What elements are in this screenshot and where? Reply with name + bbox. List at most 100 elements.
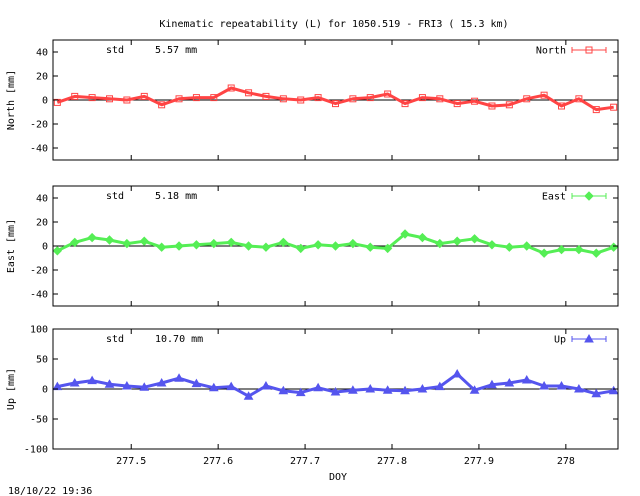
chart-title: Kinematic repeatability (L) for 1050.519… xyxy=(159,19,508,30)
y-tick-label: 0 xyxy=(42,242,48,253)
panel-north: -40 -20 0 20 40 North [mm] std 5.57 mm North xyxy=(6,39,619,161)
data-point xyxy=(558,102,565,110)
data-point xyxy=(539,248,549,258)
data-point xyxy=(610,103,618,111)
data-point xyxy=(348,385,358,394)
data-point xyxy=(245,89,253,97)
data-point xyxy=(122,380,132,390)
data-point xyxy=(106,95,113,103)
x-tick-label: 277.8 xyxy=(377,456,407,467)
data-point xyxy=(453,100,461,108)
data-point xyxy=(87,232,97,243)
y-axis-label: East [mm] xyxy=(6,219,17,273)
y-tick-label: -20 xyxy=(30,120,48,131)
data-point xyxy=(523,95,531,103)
y-tick-label: -20 xyxy=(30,266,48,277)
data-point xyxy=(175,95,183,103)
data-point xyxy=(209,238,219,249)
timestamp: 18/10/22 19:36 xyxy=(8,486,92,496)
data-point xyxy=(191,378,202,388)
data-point xyxy=(418,94,426,102)
data-point xyxy=(330,386,341,396)
data-point xyxy=(174,373,184,382)
x-tick-label: 278 xyxy=(557,456,575,467)
y-axis-label: North [mm] xyxy=(6,70,17,130)
data-point xyxy=(70,237,80,248)
data-point xyxy=(296,243,306,254)
data-point xyxy=(69,377,80,387)
data-point xyxy=(123,96,131,104)
data-point xyxy=(332,100,339,108)
series-line-north xyxy=(56,86,614,112)
data-point xyxy=(156,242,167,252)
data-point xyxy=(469,385,480,394)
data-point xyxy=(505,101,513,109)
data-point xyxy=(104,379,115,388)
data-point xyxy=(575,95,583,103)
x-tick-label: 277.7 xyxy=(290,456,320,467)
data-point xyxy=(330,241,341,251)
y-tick-label: -100 xyxy=(24,445,48,456)
y-tick-label: -50 xyxy=(30,415,48,426)
data-point xyxy=(349,95,357,103)
data-point xyxy=(297,96,305,104)
data-point xyxy=(314,94,322,102)
data-point xyxy=(158,101,166,109)
data-point xyxy=(226,237,236,248)
legend-label: East xyxy=(542,192,566,203)
std-label: std xyxy=(106,45,124,56)
data-point xyxy=(52,246,63,256)
data-point xyxy=(608,242,619,252)
data-point xyxy=(417,232,428,243)
data-point xyxy=(191,240,202,250)
data-point xyxy=(278,237,289,248)
data-point xyxy=(487,240,497,250)
data-point xyxy=(556,244,567,255)
std-value: 10.70 mm xyxy=(155,334,203,345)
panel-east: -40 -20 0 20 40 East [mm] std 5.18 mm East xyxy=(6,185,619,307)
data-point xyxy=(488,102,496,110)
data-point xyxy=(608,385,619,395)
data-point xyxy=(504,242,515,252)
data-point xyxy=(574,383,584,393)
y-tick-label: -40 xyxy=(30,144,48,155)
data-point xyxy=(104,235,115,245)
y-tick-label: 100 xyxy=(30,325,48,336)
data-point xyxy=(348,238,358,249)
data-point xyxy=(384,90,392,98)
x-axis-label: DOY xyxy=(329,472,347,483)
data-point xyxy=(382,385,393,394)
data-point xyxy=(540,91,548,99)
data-point xyxy=(556,380,567,390)
x-tick-label: 277.5 xyxy=(116,456,146,467)
data-point xyxy=(71,92,79,100)
data-point xyxy=(469,234,480,244)
data-point xyxy=(313,382,323,392)
legend-marker xyxy=(584,191,594,201)
data-point xyxy=(365,383,376,393)
data-point xyxy=(521,374,532,384)
y-tick-label: 40 xyxy=(36,194,48,205)
data-point xyxy=(243,241,254,251)
data-point xyxy=(278,385,289,395)
y-tick-label: 20 xyxy=(36,72,48,83)
data-point xyxy=(591,248,601,258)
panel-up: -100 -50 0 50 100 277.5 277.6 277.7 277.8 277.9 27… xyxy=(6,325,619,467)
data-point xyxy=(574,244,584,255)
data-point xyxy=(156,377,167,387)
data-point xyxy=(226,381,237,391)
data-point xyxy=(261,242,271,252)
data-point xyxy=(88,94,96,102)
data-point xyxy=(139,382,150,391)
y-tick-label: 0 xyxy=(42,385,48,396)
data-point xyxy=(52,381,63,391)
data-point xyxy=(417,383,428,393)
data-point xyxy=(122,238,132,249)
std-label: std xyxy=(106,334,124,345)
data-point xyxy=(539,380,549,390)
legend-label: Up xyxy=(554,335,566,346)
data-point xyxy=(210,94,218,102)
x-tick-label: 277.6 xyxy=(203,456,233,467)
